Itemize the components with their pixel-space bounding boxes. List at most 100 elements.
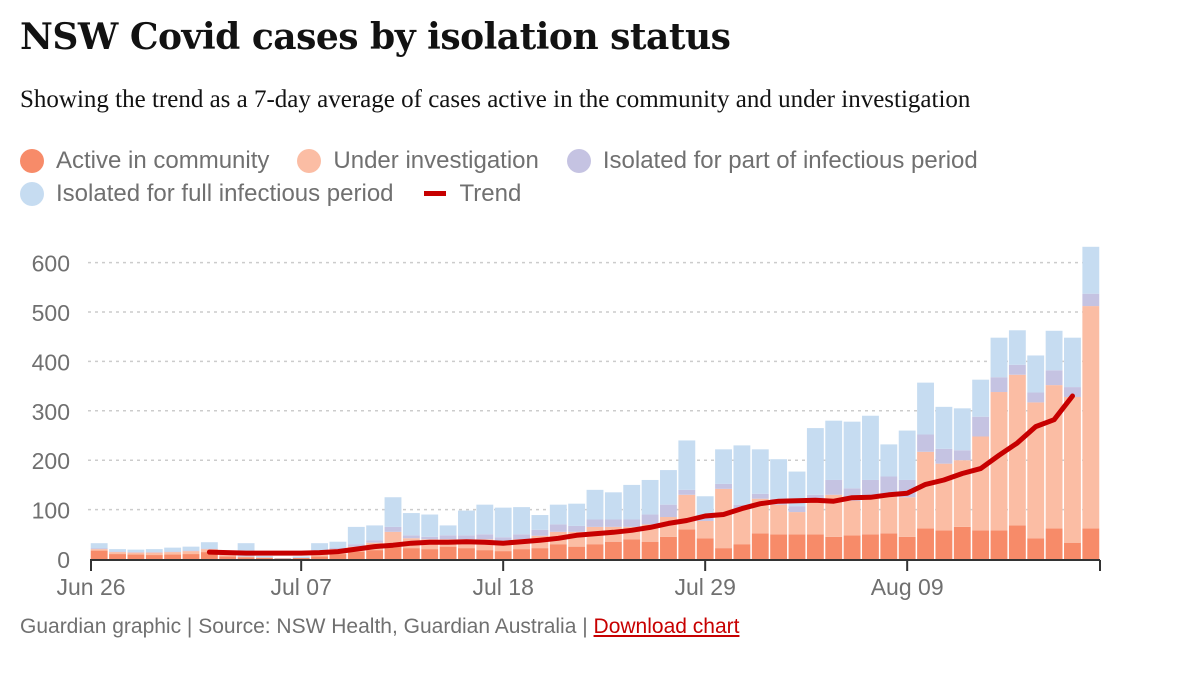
bar-segment-4	[935, 406, 953, 449]
bar-segment-1	[219, 556, 237, 559]
bar-segment-1	[494, 551, 512, 559]
legend-swatch-under-investigation	[297, 148, 322, 173]
bar-segment-2	[733, 509, 751, 545]
bar-segment-2	[990, 392, 1008, 531]
bar-segment-1	[715, 548, 732, 559]
bar-segment-4	[347, 526, 365, 545]
source-credit: Guardian graphic | Source: NSW Health, G…	[20, 615, 594, 638]
bar-segment-1	[586, 544, 604, 559]
x-tick-label: Aug 09	[871, 574, 944, 600]
bar-segment-4	[329, 541, 347, 548]
bar-segment-2	[237, 556, 255, 558]
bar-segment-2	[311, 554, 328, 557]
bar-segment-4	[311, 543, 328, 554]
y-tick-label: 0	[57, 547, 70, 573]
legend-label: Trend	[459, 179, 522, 207]
bar-segment-4	[917, 382, 934, 435]
legend-label: Under investigation	[333, 146, 539, 174]
bar-segment-2	[862, 497, 879, 535]
bar-segment-4	[256, 556, 273, 558]
bar-segment-2	[880, 493, 898, 534]
bar-segment-1	[825, 536, 843, 559]
bar-segment-1	[990, 530, 1008, 559]
bar-segment-3	[825, 479, 843, 495]
bar-segment-2	[1008, 374, 1026, 526]
bar-segment-4	[898, 430, 916, 480]
bar-segment-4	[568, 503, 586, 526]
legend-label: Isolated for part of infectious period	[602, 146, 978, 174]
bar-segment-4	[751, 449, 769, 494]
bar-segment-1	[384, 546, 402, 559]
bar-segment-1	[256, 558, 273, 559]
bar-segment-4	[1008, 330, 1026, 365]
bar-segment-1	[880, 533, 898, 559]
bar-segment-1	[127, 554, 145, 559]
bar-segment-1	[237, 557, 255, 559]
bar-segment-1	[200, 552, 218, 559]
legend-label: Active in community	[56, 146, 270, 174]
bar-segment-4	[862, 415, 879, 480]
bar-segment-4	[604, 492, 622, 520]
bar-segment-3	[531, 529, 549, 536]
bar-segment-2	[145, 552, 163, 556]
bar-segment-2	[788, 512, 806, 535]
bar-segment-2	[1027, 402, 1045, 539]
y-tick-label: 600	[32, 251, 70, 277]
bar-segment-4	[1045, 330, 1063, 371]
bar-segment-4	[182, 546, 200, 551]
bar-segment-1	[402, 548, 420, 559]
bar-segment-3	[990, 377, 1008, 393]
bar-segment-4	[476, 504, 494, 535]
bar-segment-2	[678, 494, 696, 530]
bar-segment-2	[917, 451, 934, 529]
bar-segment-1	[109, 554, 126, 559]
bar-segment-4	[402, 513, 420, 536]
legend-item-under-investigation: Under investigation	[297, 146, 539, 175]
bar-segment-3	[623, 519, 641, 527]
download-chart-link[interactable]: Download chart	[593, 615, 740, 638]
bar-segment-2	[806, 502, 824, 535]
bar-segment-1	[843, 535, 861, 559]
bar-segment-3	[972, 416, 990, 437]
bar-segment-1	[806, 534, 824, 559]
bar-segment-2	[1082, 306, 1100, 529]
bar-segment-4	[109, 549, 126, 552]
bar-segment-1	[329, 554, 347, 559]
legend-swatch-isolated-full	[20, 181, 44, 206]
bar-segment-3	[788, 506, 806, 513]
bar-segment-3	[568, 525, 586, 532]
bar-segment-4	[127, 549, 145, 553]
bar-segment-1	[917, 528, 934, 559]
y-tick-label: 100	[32, 498, 70, 524]
bar-segment-3	[1045, 370, 1063, 386]
bar-segment-4	[880, 444, 898, 477]
legend-swatch-active-community	[20, 148, 44, 173]
bar-segment-2	[219, 555, 237, 557]
legend-item-isolated-full: Isolated for full infectious period	[20, 180, 394, 208]
bar-segment-2	[770, 504, 788, 535]
bar-segment-4	[806, 428, 824, 495]
bar-segment-3	[421, 536, 439, 540]
legend-item-trend: Trend	[422, 179, 522, 208]
bar-segment-3	[678, 489, 696, 495]
bar-segment-3	[660, 504, 677, 518]
bar-segment-1	[1082, 528, 1100, 559]
y-tick-label: 300	[32, 399, 70, 425]
bar-segment-3	[953, 450, 971, 461]
chart-legend: Active in community Under investigation …	[20, 144, 1180, 210]
bar-segment-4	[531, 515, 549, 530]
bar-segment-4	[200, 542, 218, 549]
bar-segment-1	[751, 533, 769, 559]
bar-segment-1	[953, 526, 971, 559]
bar-segment-1	[311, 556, 328, 559]
chart-footer: Guardian graphic | Source: NSW Health, G…	[20, 615, 739, 639]
bar-segment-3	[549, 524, 567, 532]
bar-segment-1	[439, 546, 457, 559]
bar-segment-3	[329, 547, 347, 550]
bar-segment-1	[972, 530, 990, 559]
bar-segment-3	[384, 526, 402, 532]
bar-segment-4	[788, 471, 806, 507]
bar-segment-4	[292, 556, 310, 559]
bar-segment-2	[825, 494, 843, 537]
bar-segment-2	[90, 549, 108, 551]
